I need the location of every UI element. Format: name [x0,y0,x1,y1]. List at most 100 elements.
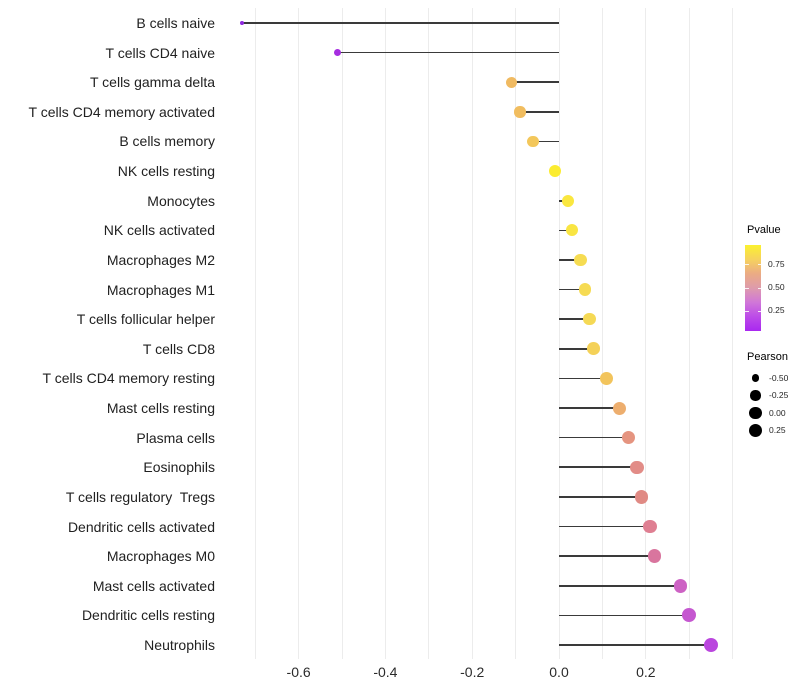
lollipop-dot [673,578,688,593]
colorbar-tick-right [757,287,761,289]
category-label: Dendritic cells activated [67,518,215,535]
lollipop-stem [559,259,581,261]
lollipop-dot [578,283,592,296]
colorbar-tick-label: 0.25 [768,305,785,316]
x-tick-label: -0.4 [373,664,398,680]
pearson-legend-dot [748,423,763,438]
category-label: Mast cells activated [92,577,215,594]
lollipop-dot [634,490,649,504]
lollipop-stem [559,436,629,439]
lollipop-dot [682,608,697,623]
colorbar-tick-label: 0.50 [768,282,785,293]
gridline [428,8,430,659]
pearson-legend-label: 0.25 [769,425,786,435]
category-label: Neutrophils [144,636,215,653]
category-label: NK cells activated [103,222,215,239]
pvalue-legend-title: Pvalue [747,224,781,236]
colorbar-tick-left [745,310,749,312]
category-label: Macrophages M0 [106,548,215,565]
lollipop-stem [559,525,651,528]
category-label: T cells CD8 [142,340,215,357]
lollipop-dot [561,194,574,207]
category-label: NK cells resting [117,163,215,180]
pearson-legend-title: Pearson [747,351,788,363]
category-label: B cells memory [119,133,215,150]
lollipop-dot [613,401,627,415]
category-label: Macrophages M1 [106,281,215,298]
lollipop-stem [559,318,590,320]
lollipop-stem [559,407,620,409]
lollipop-dot [583,312,596,326]
category-label: T cells CD4 memory activated [28,103,215,120]
colorbar-tick-right [757,310,761,312]
gridline [688,8,690,659]
category-label: Monocytes [147,192,215,209]
lollipop-stem [559,348,594,350]
pearson-legend-dot [751,374,760,382]
pearson-legend-label: -0.25 [769,390,789,400]
lollipop-dot [630,460,644,474]
gridline [601,8,603,659]
pearson-legend-dot [749,406,762,420]
gridline [645,8,647,659]
gridline [384,8,386,659]
lollipop-stem [559,288,586,291]
category-label: T cells CD4 memory resting [42,370,215,387]
lollipop-stem [559,466,638,469]
gridline [471,8,473,659]
lollipop-dot [574,253,587,267]
lollipop-stem [559,229,573,232]
lollipop-dot [240,21,245,25]
category-label: Plasma cells [136,429,215,446]
gridline [558,8,560,659]
lollipop-dot [587,342,601,356]
x-tick-label: -0.2 [460,664,485,680]
gridline [732,8,734,659]
lollipop-stem [559,644,711,646]
lollipop-dot [643,519,657,534]
lollipop-dot [527,135,539,148]
lollipop-stem [337,51,559,54]
lollipop-stem [519,111,559,113]
lollipop-stem [559,584,681,587]
category-label: T cells gamma delta [89,74,215,91]
category-label: T cells regulatory Tregs [65,488,215,505]
lollipop-dot [600,372,614,385]
gridline [341,8,343,659]
lollipop-dot [565,224,579,237]
gridline [515,8,517,659]
colorbar-tick-label: 0.75 [768,258,785,269]
lollipop-dot [505,76,517,88]
x-tick-label: 0.0 [549,664,569,680]
pearson-legend-label: -0.50 [769,372,789,383]
gridline [254,8,256,659]
category-label: Eosinophils [143,459,215,476]
category-label: T cells CD4 naive [105,44,215,61]
gridline [298,8,300,659]
lollipop-stem [559,377,607,380]
lollipop-dot [647,549,662,563]
colorbar-tick-left [745,287,749,289]
lollipop-dot [333,48,342,57]
category-label: T cells follicular helper [76,311,215,328]
x-tick-label: -0.6 [286,664,311,680]
colorbar-tick-right [757,264,761,266]
lollipop-dot [514,106,526,118]
lollipop-dot [703,637,719,653]
lollipop-stem [532,140,559,143]
lollipop-stem [559,614,690,617]
x-tick-label: 0.2 [636,664,656,680]
colorbar-tick-left [745,264,749,266]
lollipop-stem [242,22,559,24]
category-label: B cells naive [136,15,215,31]
category-label: Dendritic cells resting [81,607,215,624]
category-label: Macrophages M2 [106,251,215,268]
pearson-legend-label: 0.00 [769,407,786,418]
lollipop-stem [559,496,642,498]
lollipop-stem [559,555,655,557]
lollipop-dot [621,431,636,445]
pvalue-colorbar [745,245,761,331]
lollipop-stem [511,81,559,84]
category-label: Mast cells resting [106,400,215,417]
